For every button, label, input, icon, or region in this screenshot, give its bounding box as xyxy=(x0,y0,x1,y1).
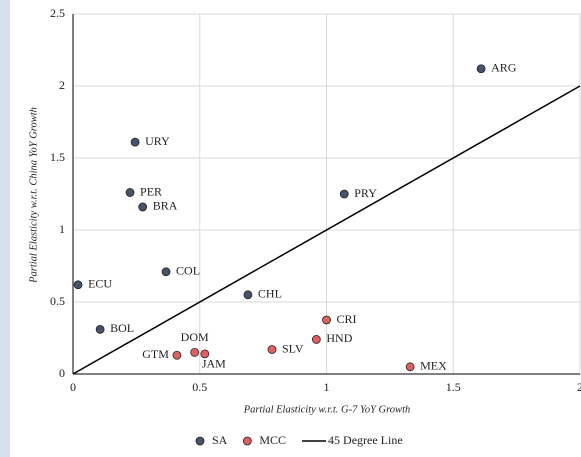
x-tick-label: 1 xyxy=(324,380,330,394)
point-label: ECU xyxy=(88,276,112,290)
y-tick-label: 0.5 xyxy=(50,294,65,308)
side-strip xyxy=(0,0,10,457)
legend-label: MCC xyxy=(259,433,286,447)
point xyxy=(125,188,135,197)
reference-line xyxy=(72,85,581,375)
point-label: CHL xyxy=(258,287,282,301)
legend-marker xyxy=(242,436,252,446)
point xyxy=(339,189,349,199)
point-label: URY xyxy=(145,134,170,148)
point-label: COL xyxy=(176,264,200,278)
y-tick-label: 1.5 xyxy=(50,150,65,164)
y-axis-label: Partial Elasticity w.r.t. China YoY Grow… xyxy=(28,107,39,284)
point xyxy=(73,280,83,290)
point xyxy=(138,202,148,212)
y-tick-label: 2 xyxy=(59,78,65,92)
y-tick-label: 2.5 xyxy=(50,6,65,20)
point xyxy=(476,64,486,74)
point-label: DOM xyxy=(181,330,209,344)
x-tick-label: 0.5 xyxy=(192,380,207,394)
point-label: SLV xyxy=(282,341,304,355)
point xyxy=(95,324,105,334)
legend-label: SA xyxy=(212,433,228,447)
point xyxy=(172,350,182,360)
point-label: JAM xyxy=(202,357,226,371)
point xyxy=(200,349,210,359)
point-label: MEX xyxy=(420,359,447,373)
y-tick-label: 1 xyxy=(59,222,65,236)
point xyxy=(322,315,331,325)
point-label: ARG xyxy=(491,60,517,74)
x-axis-label: Partial Elasticity w.r.t. G-7 YoY Growth xyxy=(243,404,410,415)
point-label: BRA xyxy=(153,199,178,213)
point xyxy=(130,137,140,147)
point xyxy=(243,290,253,300)
point xyxy=(311,335,321,344)
point-label: GTM xyxy=(142,347,169,361)
x-tick-label: 0 xyxy=(70,380,76,394)
point-label: HND xyxy=(326,331,352,345)
x-tick-label: 2 xyxy=(577,380,581,394)
point-label: CRI xyxy=(337,312,357,326)
y-tick-label: 0 xyxy=(59,366,65,380)
point-label: BOL xyxy=(110,321,134,335)
point xyxy=(405,362,415,372)
point-label: PER xyxy=(140,184,162,198)
legend-marker xyxy=(195,436,205,446)
point xyxy=(161,267,171,277)
x-tick-label: 1.5 xyxy=(446,380,461,394)
point xyxy=(190,347,200,357)
point-label: PRY xyxy=(354,186,377,200)
point xyxy=(267,345,277,354)
legend-label: 45 Degree Line xyxy=(328,433,403,447)
